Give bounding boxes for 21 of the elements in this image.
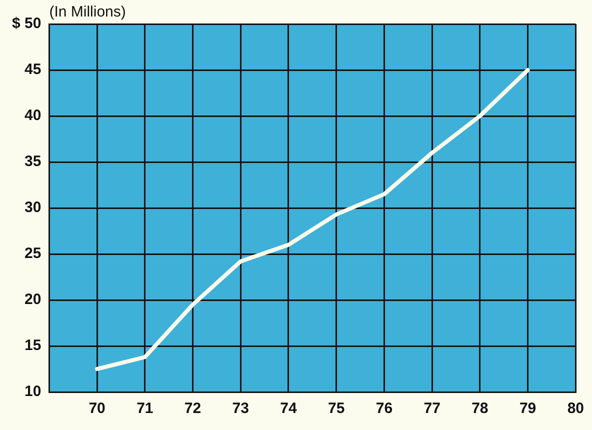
y-tick-label: 10 — [24, 383, 42, 400]
y-tick-label: 45 — [24, 61, 42, 78]
x-tick-label: 79 — [519, 400, 536, 418]
y-tick-label: 20 — [24, 291, 42, 308]
y-tick-label: $ 50 — [12, 15, 42, 32]
x-tick-label: 74 — [280, 400, 298, 418]
x-tick-label: 80 — [567, 400, 584, 418]
y-tick-label: 15 — [24, 337, 42, 354]
x-tick-label: 72 — [184, 400, 202, 418]
x-tick-label: 76 — [376, 400, 393, 418]
x-tick-label: 73 — [232, 400, 249, 418]
y-tick-label: 40 — [24, 107, 42, 124]
x-tick-label: 78 — [472, 400, 488, 418]
y-tick-label: 30 — [24, 199, 42, 216]
x-tick-label: 71 — [136, 400, 154, 418]
y-axis-title: (In Millions) — [49, 4, 126, 21]
x-tick-label: 77 — [424, 400, 440, 418]
y-tick-label: 35 — [24, 153, 42, 170]
y-tick-label: 25 — [24, 245, 42, 262]
x-tick-label: 75 — [328, 400, 345, 418]
x-tick-label: 70 — [88, 400, 106, 418]
